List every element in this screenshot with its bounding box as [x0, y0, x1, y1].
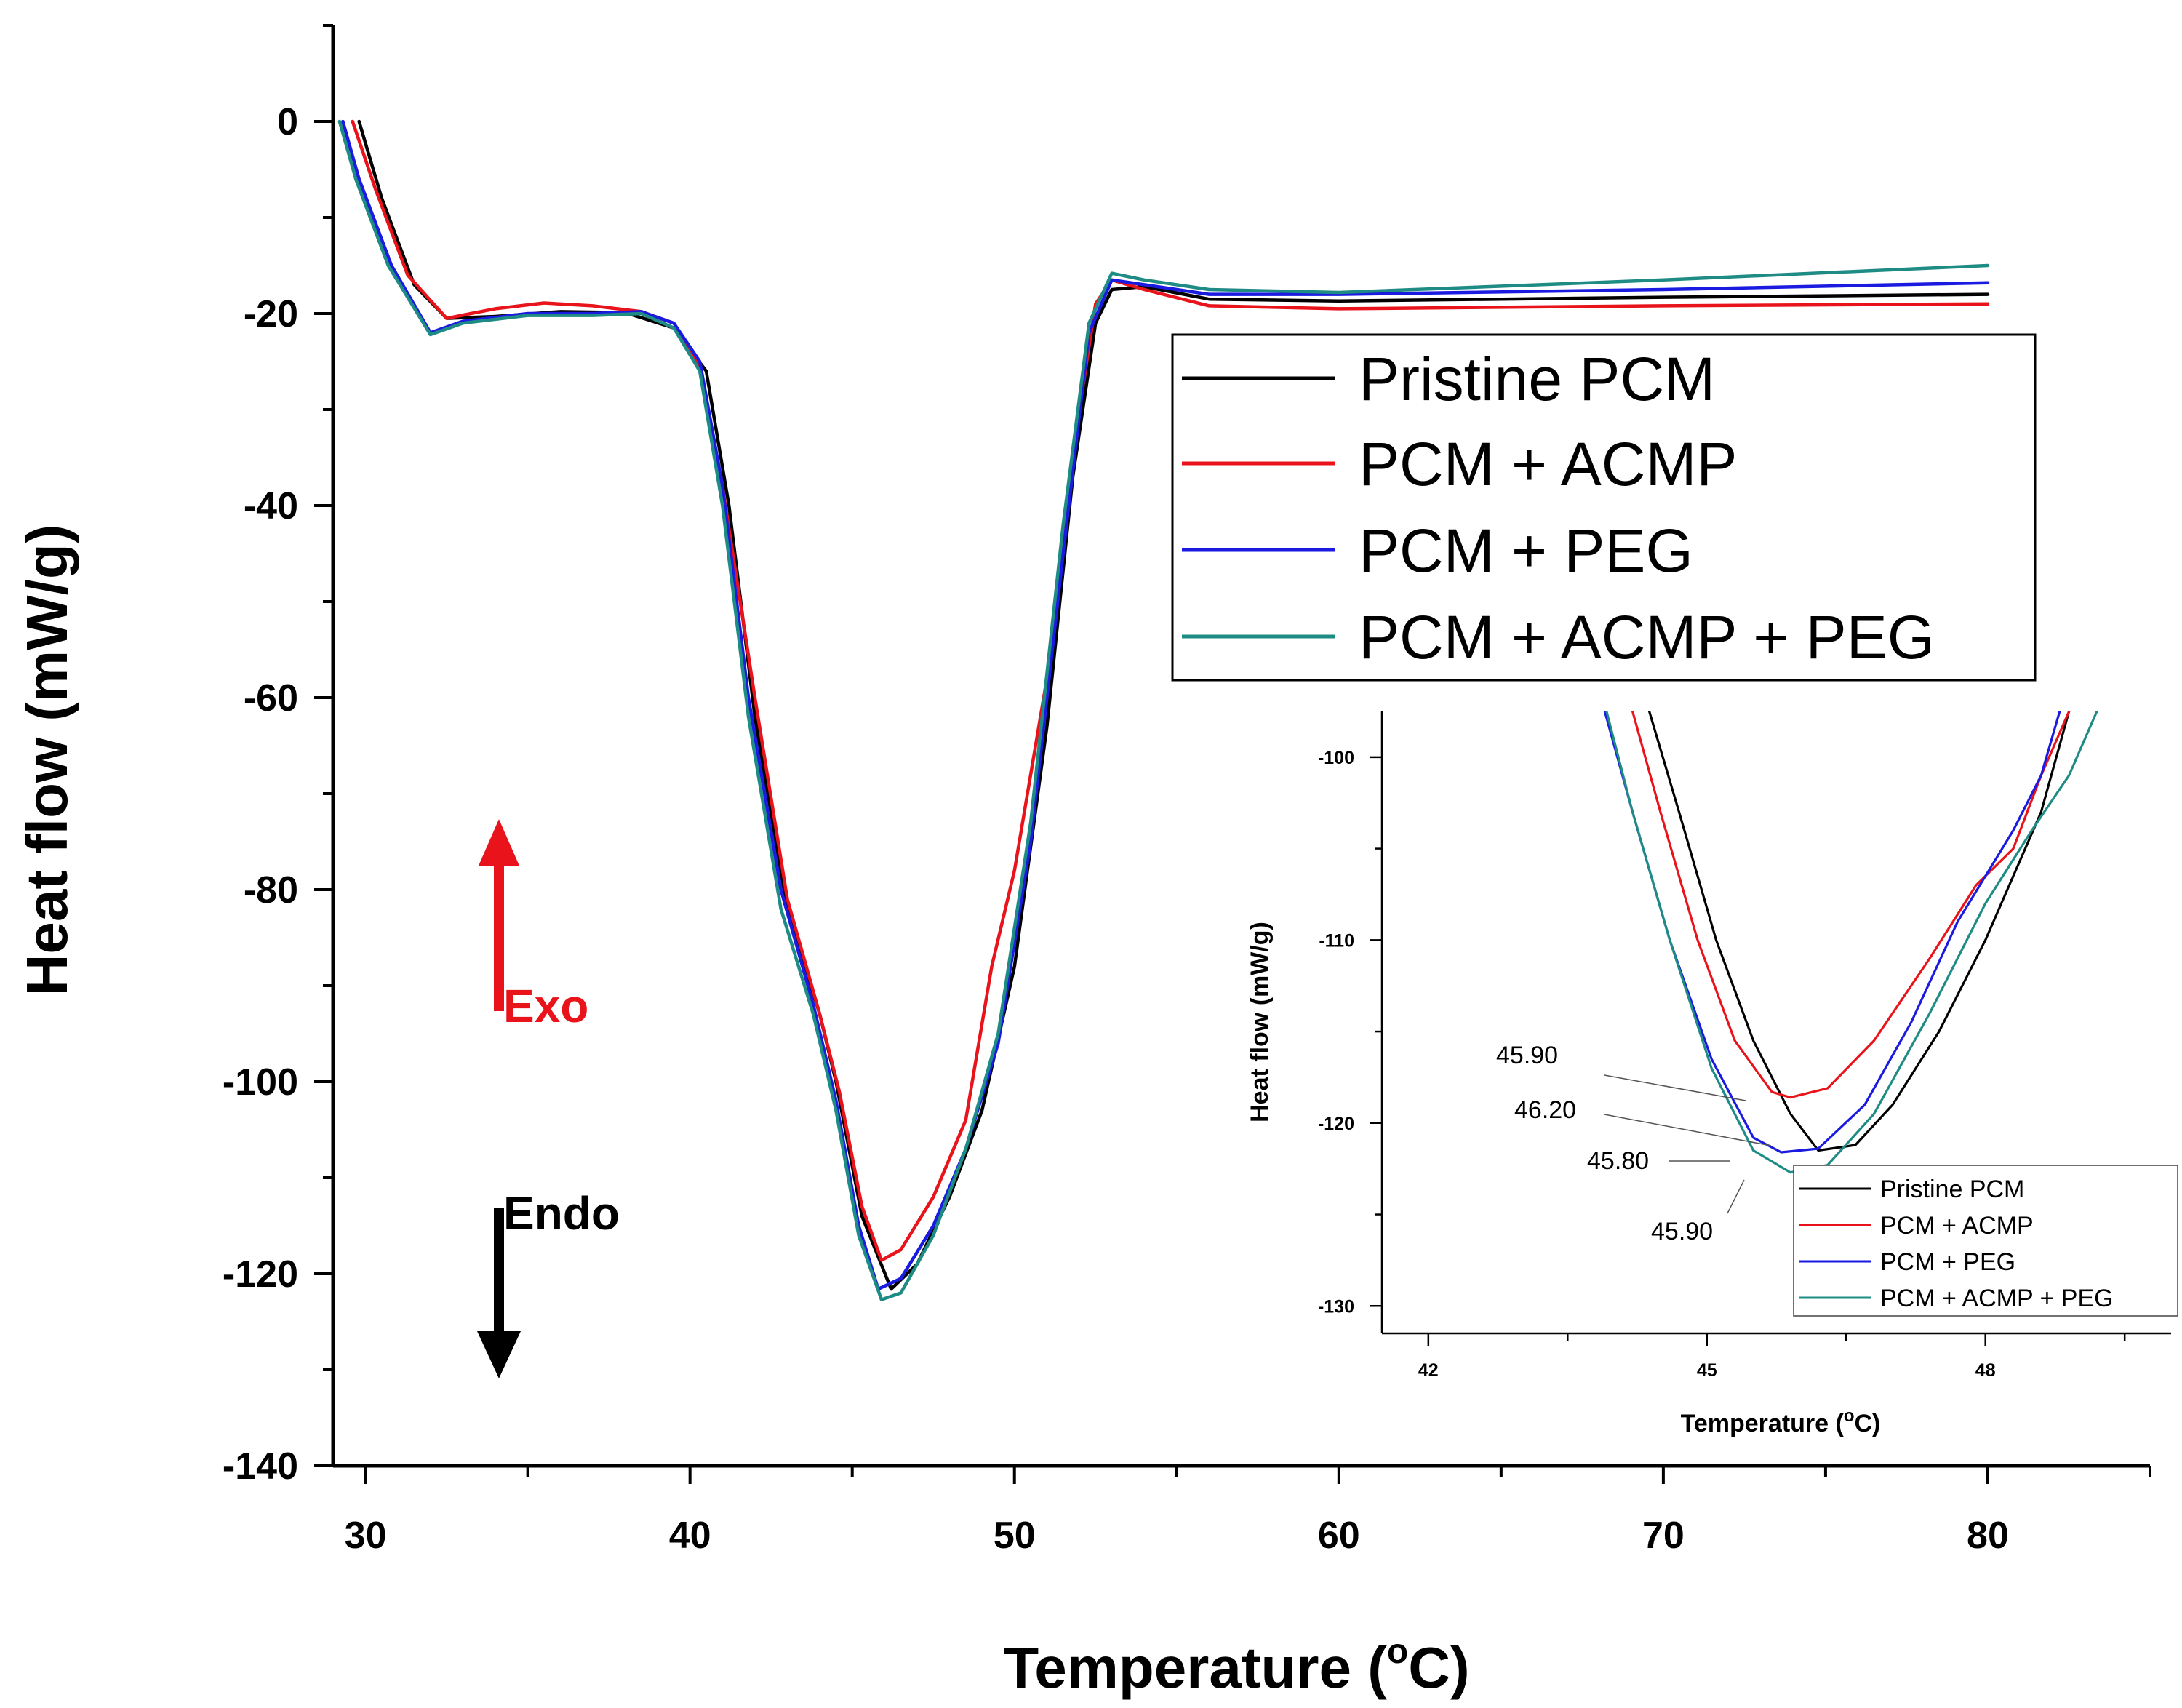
inset-legend-label: PCM + PEG [1880, 1248, 2015, 1276]
inset-legend-entry: PCM + PEG [1799, 1248, 2015, 1276]
inset-series-line-0 [1648, 711, 2071, 1152]
x-tick-label: 80 [1967, 1515, 2009, 1557]
main-legend: Pristine PCM PCM + ACMP PCM + PEG PCM + … [1171, 333, 2037, 682]
main-plot: 30 40 50 60 70 80 0 -20 -40 -60 -80 -100 -120 -140 H… [15, 24, 2151, 1700]
inset-x-tick-label: 45 [1697, 1360, 1717, 1381]
endo-arrow-head [477, 1331, 521, 1378]
main-y-ticks: 0 -20 -40 -60 -80 -100 -120 -140 [223, 24, 333, 1488]
inset-x-ticks: 42 45 48 [1418, 1333, 2126, 1381]
main-x-ticks: 30 40 50 60 70 80 [345, 1466, 2151, 1557]
annotation-label: 45.90 [1651, 1218, 1713, 1245]
exo-arrow-head [479, 819, 519, 866]
inset-legend: Pristine PCM PCM + ACMP PCM + PEG PCM + … [1793, 1165, 2178, 1317]
inset-legend-label: PCM + ACMP + PEG [1880, 1285, 2114, 1312]
legend-label: PCM + ACMP [1359, 430, 1737, 498]
series-line-3 [337, 119, 1990, 1301]
legend-entry: Pristine PCM [1182, 345, 1715, 413]
inset-y-ticks: -100 -110 -120 -130 [1318, 748, 1382, 1317]
annotation-pointer [1727, 1179, 1745, 1214]
legend-label: Pristine PCM [1359, 345, 1715, 413]
y-tick-label: -20 [244, 293, 298, 335]
inset-legend-box [1793, 1165, 2178, 1317]
annotation-pointer [1604, 1074, 1746, 1101]
inset-y-tick-label: -100 [1318, 748, 1354, 768]
x-tick-label: 60 [1318, 1515, 1360, 1557]
y-tick-label: -80 [244, 869, 298, 911]
main-y-axis-title: Heat flow (mW/g) [15, 524, 79, 997]
inset-x-tick-label: 48 [1975, 1360, 1996, 1381]
main-series-layer [337, 119, 1990, 1301]
legend-entry: PCM + ACMP [1182, 430, 1737, 498]
y-tick-label: -120 [223, 1253, 298, 1296]
inset-x-tick-label: 42 [1418, 1360, 1439, 1381]
annotation-pointer [1604, 1114, 1772, 1146]
x-tick-label: 70 [1642, 1515, 1685, 1557]
inset-peak-annotations: 45.90 46.20 45.80 45.90 [1496, 1042, 1772, 1245]
y-tick-label: -140 [223, 1445, 298, 1488]
y-tick-label: -100 [223, 1061, 298, 1104]
endo-indicator: Endo [477, 1187, 620, 1378]
x-tick-label: 50 [994, 1515, 1036, 1557]
endo-label: Endo [503, 1187, 620, 1240]
legend-entry: PCM + PEG [1182, 516, 1693, 585]
legend-entry: PCM + ACMP + PEG [1182, 603, 1935, 671]
inset-plot: 42 45 48 -100 -110 -120 -130 Heat flow (mW/g)… [1246, 711, 2178, 1437]
inset-y-tick-label: -130 [1318, 1296, 1354, 1317]
inset-y-axis-title: Heat flow (mW/g) [1246, 922, 1274, 1122]
exo-indicator: Exo [479, 819, 588, 1032]
annotation-label: 45.90 [1496, 1042, 1558, 1069]
inset-y-tick-label: -120 [1318, 1114, 1354, 1134]
inset-series-line-1 [1631, 711, 2071, 1099]
legend-label: PCM + ACMP + PEG [1359, 603, 1935, 671]
y-tick-label: -40 [244, 485, 298, 527]
y-tick-label: 0 [277, 101, 298, 143]
inset-legend-entry: Pristine PCM [1799, 1176, 2024, 1203]
series-line-2 [341, 119, 1990, 1291]
legend-label: PCM + PEG [1359, 516, 1693, 585]
annotation-label: 46.20 [1514, 1096, 1576, 1124]
annotation-label: 45.80 [1587, 1147, 1649, 1175]
main-legend-box [1171, 333, 2037, 682]
x-tick-label: 30 [345, 1515, 387, 1557]
main-x-axis-title: Temperature (oC) [1003, 1632, 1469, 1700]
inset-y-tick-label: -110 [1319, 930, 1354, 951]
y-tick-label: -60 [244, 677, 298, 719]
inset-legend-entry: PCM + ACMP [1799, 1212, 2034, 1240]
exo-label: Exo [503, 980, 588, 1032]
inset-legend-label: PCM + ACMP [1880, 1212, 2034, 1240]
inset-legend-entry: PCM + ACMP + PEG [1799, 1285, 2114, 1312]
x-tick-label: 40 [669, 1515, 711, 1557]
inset-x-axis-title: Temperature (oC) [1681, 1406, 1881, 1437]
inset-legend-label: Pristine PCM [1880, 1176, 2024, 1203]
